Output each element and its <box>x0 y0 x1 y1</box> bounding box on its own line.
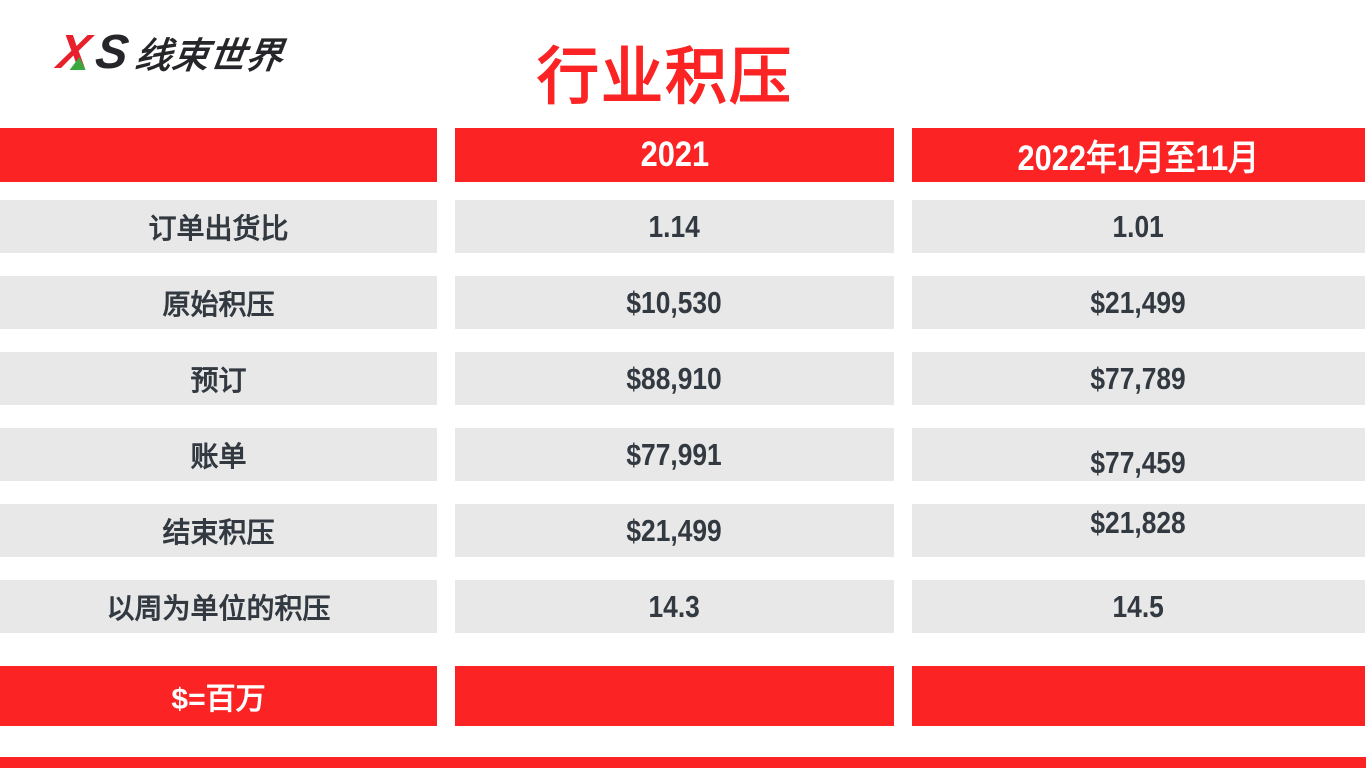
row-label-cell: 预订 <box>0 352 437 405</box>
row-2022-value: $21,828 <box>1090 504 1187 540</box>
row-2021-value: 1.14 <box>648 208 701 244</box>
table-row-book-to-ship: 订单出货比 1.14 1.01 <box>0 200 1366 253</box>
table-row-beginning-backlog: 原始积压 $10,530 $21,499 <box>0 276 1366 329</box>
row-2021-cell: 14.3 <box>455 580 894 633</box>
row-2022-cell: 14.5 <box>912 580 1365 633</box>
row-2021-cell: $88,910 <box>455 352 894 405</box>
table-header-row: 2021 2022年1月至11月 <box>0 128 1366 182</box>
row-label: 预订 <box>190 364 247 396</box>
row-2021-cell: $10,530 <box>455 276 894 329</box>
row-2022-cell: $77,789 <box>912 352 1365 405</box>
row-2022-value: $77,459 <box>1090 444 1187 480</box>
row-2021-value: $88,910 <box>626 360 723 396</box>
row-label-cell: 原始积压 <box>0 276 437 329</box>
industry-backlog-table: 2021 2022年1月至11月 订单出货比 1.14 1.01 原始积压 $1… <box>0 128 1366 726</box>
footer-note-cell: $=百万 <box>0 666 437 726</box>
row-2021-cell: $77,991 <box>455 428 894 481</box>
row-label: 以周为单位的积压 <box>106 592 331 624</box>
header-cell-2021: 2021 <box>455 128 894 182</box>
row-2022-cell: $77,459 <box>912 428 1365 481</box>
table-row-billings: 账单 $77,991 $77,459 <box>0 428 1366 481</box>
row-label: 订单出货比 <box>148 212 289 244</box>
row-label-cell: 订单出货比 <box>0 200 437 253</box>
header-2022-label: 2022年1月至11月 <box>1017 138 1260 178</box>
row-2022-value: $77,789 <box>1090 360 1187 396</box>
row-2021-cell: 1.14 <box>455 200 894 253</box>
footer-empty-cell-2022 <box>912 666 1365 726</box>
row-2022-cell: $21,828 <box>912 504 1365 557</box>
row-label: 原始积压 <box>162 288 275 320</box>
page-title: 行业积压 <box>536 43 793 112</box>
table-row-bookings: 预订 $88,910 $77,789 <box>0 352 1366 405</box>
row-label: 结束积压 <box>162 516 275 548</box>
row-2022-cell: $21,499 <box>912 276 1365 329</box>
row-2021-value: 14.3 <box>648 588 701 624</box>
bottom-accent-bar <box>0 757 1366 768</box>
row-label-cell: 结束积压 <box>0 504 437 557</box>
row-2021-cell: $21,499 <box>455 504 894 557</box>
header-2021-label: 2021 <box>640 135 709 174</box>
row-label-cell: 以周为单位的积压 <box>0 580 437 633</box>
row-2022-cell: 1.01 <box>912 200 1365 253</box>
row-2022-value: 14.5 <box>1112 588 1165 624</box>
row-2021-value: $77,991 <box>626 436 723 472</box>
row-label: 账单 <box>190 440 247 472</box>
row-label-cell: 账单 <box>0 428 437 481</box>
row-2021-value: $21,499 <box>626 512 723 548</box>
table-row-ending-backlog: 结束积压 $21,499 $21,828 <box>0 504 1366 557</box>
header-cell-empty <box>0 128 437 182</box>
footer-empty-cell-2021 <box>455 666 894 726</box>
table-row-backlog-in-weeks: 以周为单位的积压 14.3 14.5 <box>0 580 1366 633</box>
table-footer-row: $=百万 <box>0 666 1366 726</box>
row-2022-value: $21,499 <box>1090 284 1187 320</box>
row-2022-value: 1.01 <box>1112 208 1165 244</box>
row-2021-value: $10,530 <box>626 284 723 320</box>
header-cell-2022: 2022年1月至11月 <box>912 128 1365 182</box>
footer-note: $=百万 <box>171 683 266 716</box>
